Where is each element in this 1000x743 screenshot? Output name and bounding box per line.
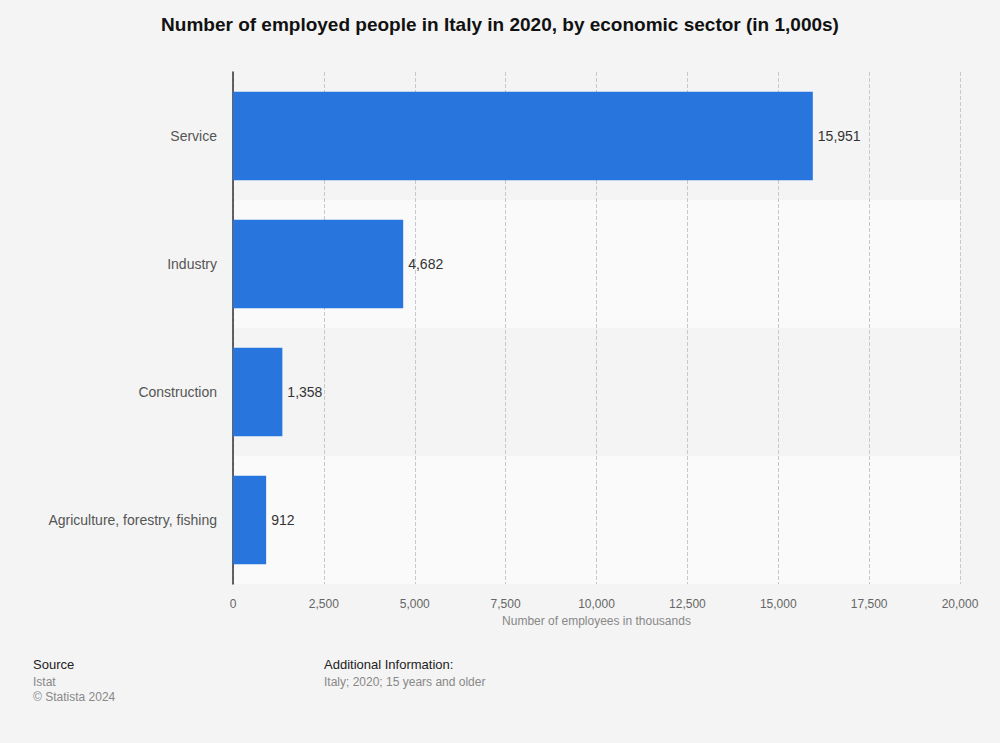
svg-text:© Statista 2024: © Statista 2024: [33, 690, 116, 704]
svg-text:10,000: 10,000: [578, 597, 615, 611]
svg-text:1,358: 1,358: [287, 384, 322, 400]
svg-text:Construction: Construction: [138, 384, 217, 400]
svg-text:12,500: 12,500: [669, 597, 706, 611]
svg-text:7,500: 7,500: [491, 597, 521, 611]
svg-text:20,000: 20,000: [942, 597, 979, 611]
svg-text:Industry: Industry: [167, 256, 217, 272]
svg-text:Source: Source: [33, 657, 74, 672]
svg-text:Italy; 2020; 15 years and olde: Italy; 2020; 15 years and older: [324, 675, 485, 689]
svg-text:Additional Information:: Additional Information:: [324, 657, 453, 672]
svg-text:4,682: 4,682: [408, 256, 443, 272]
svg-text:5,000: 5,000: [400, 597, 430, 611]
svg-text:0: 0: [230, 597, 237, 611]
svg-text:Number of employed people in I: Number of employed people in Italy in 20…: [161, 14, 839, 35]
svg-text:Service: Service: [170, 128, 217, 144]
svg-text:17,500: 17,500: [851, 597, 888, 611]
svg-text:Number of employees in thousan: Number of employees in thousands: [502, 614, 691, 628]
svg-text:15,000: 15,000: [760, 597, 797, 611]
svg-text:912: 912: [271, 512, 295, 528]
svg-text:Istat: Istat: [33, 675, 56, 689]
svg-text:15,951: 15,951: [818, 128, 861, 144]
svg-text:Agriculture, forestry, fishing: Agriculture, forestry, fishing: [48, 512, 217, 528]
svg-text:2,500: 2,500: [309, 597, 339, 611]
